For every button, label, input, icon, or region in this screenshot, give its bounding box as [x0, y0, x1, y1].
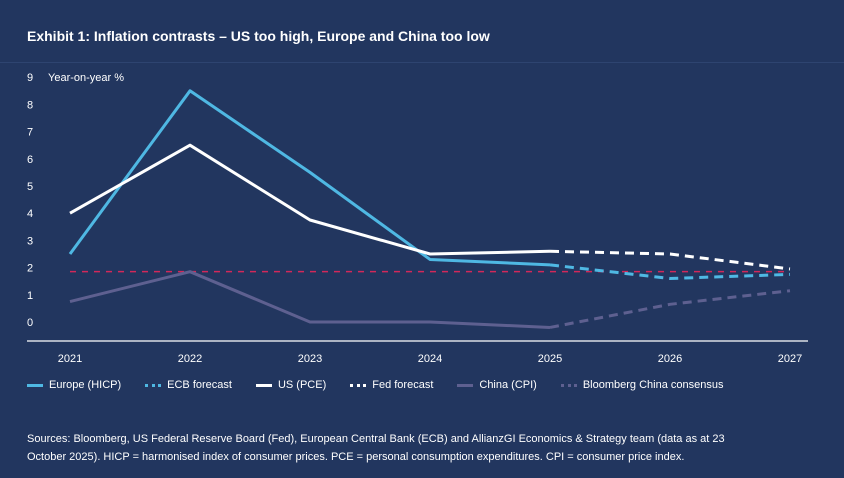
x-tick-label: 2024: [418, 353, 442, 365]
x-tick-label: 2022: [178, 353, 202, 365]
y-tick-label: 3: [27, 235, 33, 247]
legend-label: US (PCE): [277, 379, 327, 391]
series-line-bloomberg-china-consensus: [549, 289, 791, 329]
x-tick-label: 2027: [778, 353, 802, 365]
y-tick-label: 8: [27, 99, 33, 111]
source-line-1: Sources: Bloomberg, US Federal Reserve B…: [27, 433, 725, 445]
legend: Europe (HICP) ECB forecast US (PCE) Fed for…: [27, 379, 747, 391]
legend-swatch: [457, 383, 474, 387]
legend-swatch: [255, 383, 272, 387]
legend-swatch: [350, 383, 367, 387]
y-tick-label: 5: [27, 181, 33, 193]
legend-swatch: [145, 383, 162, 387]
x-tick-label: 2026: [658, 353, 682, 365]
legend-item: China (CPI): [457, 379, 537, 391]
y-tick-label: 0: [27, 317, 33, 329]
legend-label: China (CPI): [479, 379, 537, 391]
series-line-ecb-forecast: [549, 263, 791, 280]
legend-item: Bloomberg China consensus: [560, 379, 724, 391]
source-note: Sources: Bloomberg, US Federal Reserve B…: [27, 430, 817, 466]
source-line-2: October 2025). HICP = harmonised index o…: [27, 451, 685, 463]
title-divider: [0, 62, 844, 63]
legend-label: ECB forecast: [167, 379, 232, 391]
chart-title: Exhibit 1: Inflation contrasts – US too …: [27, 28, 490, 44]
legend-label: Bloomberg China consensus: [582, 379, 724, 391]
x-tick-label: 2023: [298, 353, 322, 365]
x-tick-label: 2021: [58, 353, 82, 365]
legend-item: Europe (HICP): [27, 379, 121, 391]
legend-label: Fed forecast: [372, 379, 434, 391]
legend-swatch: [560, 383, 577, 387]
y-tick-label: 6: [27, 154, 33, 166]
x-tick-label: 2025: [538, 353, 562, 365]
series-line-fed-forecast: [549, 249, 791, 271]
legend-item: Fed forecast: [350, 379, 433, 391]
series-line-china-cpi: [69, 270, 551, 329]
legend-label: Europe (HICP): [49, 379, 122, 391]
legend-swatch: [27, 383, 43, 387]
legend-item: ECB forecast: [145, 379, 232, 391]
legend-item: US (PCE): [255, 379, 327, 391]
series-line-us-pce: [69, 143, 551, 256]
y-tick-label: 4: [27, 208, 33, 220]
series-line-europe-hicp: [68, 89, 551, 267]
y-tick-label: 7: [27, 127, 33, 139]
y-tick-label: 1: [27, 290, 33, 302]
y-axis-label: Year-on-year %: [48, 72, 124, 84]
y-tick-label: 9: [27, 72, 33, 84]
y-tick-label: 2: [27, 263, 33, 275]
